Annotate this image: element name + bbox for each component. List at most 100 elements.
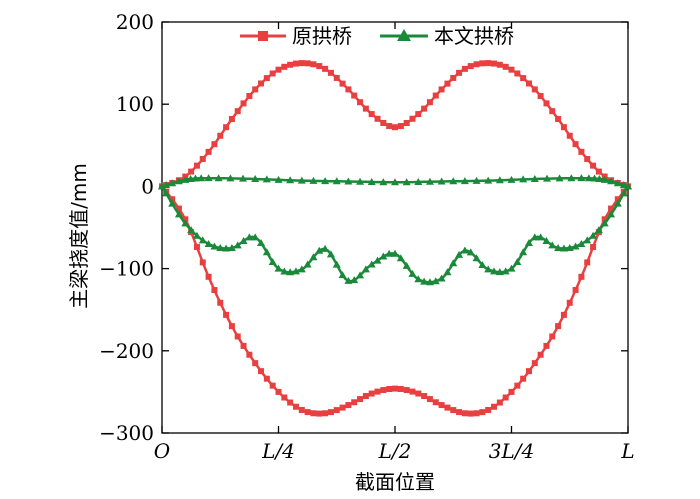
x-tick-label: O bbox=[154, 439, 170, 463]
data-point bbox=[560, 311, 567, 318]
data-point bbox=[321, 177, 330, 185]
data-point bbox=[495, 176, 504, 184]
data-point bbox=[269, 382, 276, 389]
data-point bbox=[414, 177, 423, 185]
data-point bbox=[491, 60, 498, 67]
legend-label-original: 原拱桥 bbox=[292, 24, 352, 48]
data-point bbox=[216, 243, 225, 251]
data-point bbox=[245, 233, 254, 241]
data-point bbox=[379, 178, 388, 186]
data-point bbox=[613, 199, 622, 207]
data-point bbox=[502, 394, 509, 401]
data-point bbox=[437, 177, 446, 185]
data-point bbox=[199, 155, 206, 162]
data-point bbox=[590, 244, 597, 251]
data-point bbox=[258, 80, 265, 87]
data-point bbox=[193, 244, 200, 251]
data-point bbox=[536, 233, 545, 241]
data-point bbox=[345, 402, 352, 409]
data-point bbox=[309, 176, 318, 184]
data-point bbox=[608, 205, 615, 212]
data-point bbox=[619, 189, 628, 197]
data-point bbox=[262, 248, 271, 256]
data-point bbox=[438, 402, 445, 409]
data-point bbox=[426, 99, 433, 106]
data-point bbox=[316, 410, 323, 417]
data-point bbox=[524, 238, 533, 246]
data-point bbox=[287, 61, 294, 68]
data-point bbox=[181, 219, 190, 227]
data-point bbox=[199, 259, 206, 266]
data-point bbox=[217, 299, 224, 306]
y-tick-label: −300 bbox=[99, 421, 154, 445]
data-point bbox=[297, 176, 306, 184]
data-point bbox=[217, 132, 224, 139]
data-point bbox=[274, 264, 283, 272]
data-point bbox=[211, 141, 218, 148]
data-point bbox=[466, 248, 475, 256]
data-point bbox=[205, 148, 212, 155]
data-point bbox=[392, 124, 398, 131]
data-point bbox=[461, 410, 468, 417]
data-point bbox=[223, 124, 230, 131]
data-point bbox=[228, 323, 235, 330]
data-point bbox=[351, 399, 358, 406]
data-point bbox=[380, 387, 387, 394]
y-tick-label: −200 bbox=[99, 339, 154, 363]
data-point bbox=[607, 210, 616, 218]
data-point bbox=[385, 249, 394, 257]
data-point bbox=[310, 410, 317, 417]
data-point bbox=[338, 271, 347, 279]
data-point bbox=[530, 233, 539, 241]
y-tick-label: 0 bbox=[141, 174, 154, 198]
data-point bbox=[601, 216, 608, 223]
data-point bbox=[356, 177, 365, 185]
legend-label-new: 本文拱桥 bbox=[434, 24, 514, 48]
data-point bbox=[234, 333, 241, 340]
data-point bbox=[233, 241, 242, 249]
data-point bbox=[485, 406, 492, 413]
data-point bbox=[460, 177, 469, 185]
y-tick-label: 100 bbox=[116, 92, 154, 116]
legend-marker-triangle bbox=[397, 29, 411, 41]
y-axis: 200 100 0 −100 −200 −300 bbox=[99, 10, 628, 445]
data-point bbox=[397, 385, 404, 392]
data-point bbox=[421, 105, 428, 112]
data-point bbox=[361, 265, 370, 273]
data-point bbox=[263, 75, 270, 82]
data-point bbox=[304, 409, 311, 416]
x-tick-label: 3L/4 bbox=[489, 439, 534, 463]
data-point bbox=[572, 141, 579, 148]
data-point bbox=[438, 86, 445, 93]
data-point bbox=[479, 60, 486, 67]
data-point bbox=[210, 242, 219, 250]
data-point bbox=[559, 244, 568, 252]
data-point bbox=[595, 175, 604, 183]
data-point bbox=[362, 105, 369, 112]
data-point bbox=[188, 168, 195, 175]
data-point bbox=[484, 176, 493, 184]
data-point bbox=[174, 210, 183, 218]
data-point bbox=[322, 410, 329, 417]
data-point bbox=[519, 175, 528, 183]
data-point bbox=[525, 368, 532, 375]
data-point bbox=[316, 63, 323, 70]
data-point bbox=[392, 385, 398, 392]
data-point bbox=[415, 390, 422, 397]
data-point bbox=[281, 63, 288, 70]
data-point bbox=[460, 246, 469, 254]
data-point bbox=[326, 250, 335, 258]
data-point bbox=[345, 86, 352, 93]
data-point bbox=[386, 385, 393, 392]
data-point bbox=[578, 148, 585, 155]
data-point bbox=[607, 177, 616, 185]
data-point bbox=[304, 60, 311, 67]
data-point bbox=[351, 92, 358, 99]
data-point bbox=[554, 244, 563, 252]
legend: 原拱桥 本文拱桥 bbox=[240, 24, 514, 48]
data-point bbox=[496, 61, 503, 68]
data-point bbox=[251, 175, 260, 183]
data-point bbox=[577, 239, 586, 247]
data-point bbox=[508, 388, 515, 395]
data-point bbox=[168, 199, 177, 207]
